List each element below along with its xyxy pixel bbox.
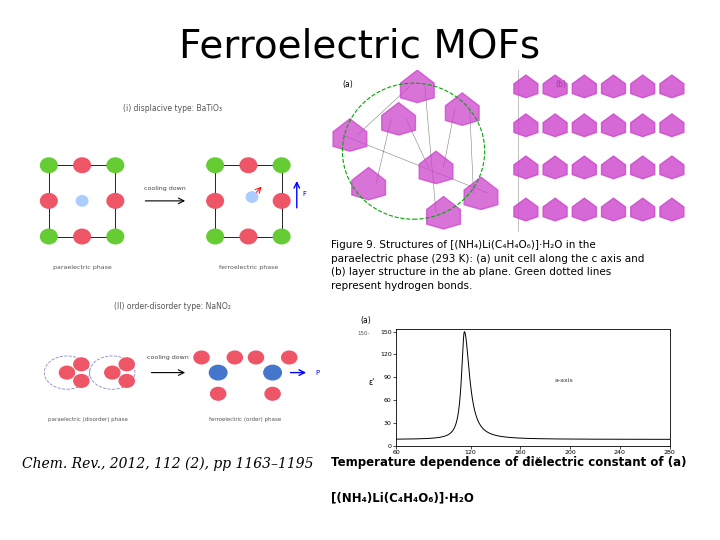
Polygon shape <box>601 198 626 221</box>
Ellipse shape <box>265 387 280 400</box>
Ellipse shape <box>40 158 57 173</box>
Polygon shape <box>446 93 479 125</box>
Ellipse shape <box>73 229 91 244</box>
Ellipse shape <box>264 366 282 380</box>
Polygon shape <box>514 75 538 98</box>
Text: paraelectric phase: paraelectric phase <box>53 265 112 270</box>
Ellipse shape <box>210 366 227 380</box>
Polygon shape <box>333 119 366 151</box>
Polygon shape <box>601 156 626 179</box>
Ellipse shape <box>246 192 258 202</box>
Ellipse shape <box>240 158 257 173</box>
Polygon shape <box>660 156 684 179</box>
Ellipse shape <box>40 229 57 244</box>
Text: F: F <box>303 191 307 198</box>
Ellipse shape <box>120 358 135 370</box>
Ellipse shape <box>207 158 223 173</box>
Text: (a): (a) <box>343 80 354 89</box>
Polygon shape <box>400 70 434 103</box>
Ellipse shape <box>104 366 120 379</box>
Text: paraelectric (disorder) phase: paraelectric (disorder) phase <box>48 417 128 422</box>
Text: (i) displacive type: BaTiO₃: (i) displacive type: BaTiO₃ <box>123 104 222 113</box>
Polygon shape <box>601 75 626 98</box>
Text: Temperature dependence of dielectric constant of (a): Temperature dependence of dielectric con… <box>331 456 687 469</box>
Polygon shape <box>660 198 684 221</box>
Polygon shape <box>631 198 654 221</box>
Polygon shape <box>543 75 567 98</box>
Polygon shape <box>572 156 596 179</box>
Polygon shape <box>660 75 684 98</box>
Text: ferroelectric (order) phase: ferroelectric (order) phase <box>210 417 282 422</box>
Text: P: P <box>315 369 319 376</box>
Bar <box>215 165 282 237</box>
Polygon shape <box>601 114 626 137</box>
Text: Ferroelectric MOFs: Ferroelectric MOFs <box>179 27 541 65</box>
Polygon shape <box>631 156 654 179</box>
Polygon shape <box>427 197 460 229</box>
Text: (II) order-disorder type: NaNO₂: (II) order-disorder type: NaNO₂ <box>114 301 231 310</box>
Bar <box>49 165 115 237</box>
Polygon shape <box>543 156 567 179</box>
Polygon shape <box>514 114 538 137</box>
Ellipse shape <box>207 229 223 244</box>
Polygon shape <box>660 114 684 137</box>
Ellipse shape <box>59 366 75 379</box>
Ellipse shape <box>76 195 88 206</box>
Polygon shape <box>514 156 538 179</box>
Ellipse shape <box>74 358 89 370</box>
Ellipse shape <box>274 229 290 244</box>
Polygon shape <box>572 75 596 98</box>
Ellipse shape <box>207 193 223 208</box>
Ellipse shape <box>282 351 297 364</box>
Text: cooling down: cooling down <box>145 186 186 191</box>
Polygon shape <box>514 198 538 221</box>
Ellipse shape <box>248 351 264 364</box>
Ellipse shape <box>194 351 209 364</box>
Text: [(NH₄)Li(C₄H₄O₆)]·H₂O: [(NH₄)Li(C₄H₄O₆)]·H₂O <box>331 491 474 504</box>
Ellipse shape <box>120 375 135 387</box>
Ellipse shape <box>107 193 124 208</box>
Ellipse shape <box>240 229 257 244</box>
Text: (a): (a) <box>361 316 372 325</box>
Text: 150-: 150- <box>358 330 370 335</box>
Polygon shape <box>543 198 567 221</box>
X-axis label: T / K: T / K <box>525 457 541 463</box>
Text: cooling down: cooling down <box>148 355 189 360</box>
Polygon shape <box>464 177 498 210</box>
Y-axis label: ε': ε' <box>369 379 375 388</box>
Ellipse shape <box>228 351 243 364</box>
Ellipse shape <box>274 158 290 173</box>
Text: (b): (b) <box>556 80 567 89</box>
Polygon shape <box>543 114 567 137</box>
Ellipse shape <box>107 158 124 173</box>
Text: ferroelectric phase: ferroelectric phase <box>219 265 278 270</box>
Ellipse shape <box>107 229 124 244</box>
Ellipse shape <box>274 193 290 208</box>
Ellipse shape <box>73 158 91 173</box>
Text: Figure 9. Structures of [(NH₄)Li(C₄H₄O₆)]·H₂O in the
paraelectric phase (293 K):: Figure 9. Structures of [(NH₄)Li(C₄H₄O₆)… <box>331 240 644 291</box>
Polygon shape <box>631 75 654 98</box>
Polygon shape <box>631 114 654 137</box>
Polygon shape <box>382 103 415 135</box>
Text: a-axis: a-axis <box>554 377 573 383</box>
Polygon shape <box>352 167 385 200</box>
Ellipse shape <box>74 375 89 387</box>
Ellipse shape <box>210 387 225 400</box>
Polygon shape <box>572 114 596 137</box>
Ellipse shape <box>40 193 57 208</box>
Polygon shape <box>572 198 596 221</box>
Polygon shape <box>419 151 453 184</box>
Text: Chem. Rev., 2012, 112 (2), pp 1163–1195: Chem. Rev., 2012, 112 (2), pp 1163–1195 <box>22 456 313 471</box>
